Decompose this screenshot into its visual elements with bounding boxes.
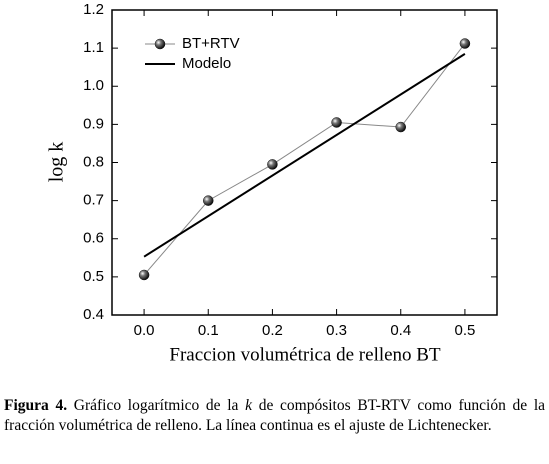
legend-label: Modelo	[182, 55, 231, 72]
x-tick-label: 0.0	[134, 322, 155, 339]
y-axis-label: log k	[46, 142, 68, 183]
caption: Figura 4. Gráfico logarítmico de la k de…	[4, 396, 545, 436]
marker	[138, 269, 150, 281]
plot-frame	[111, 9, 498, 316]
x-tick-label: 0.4	[390, 322, 411, 339]
x-axis-label: Fraccion volumétrica de relleno BT	[169, 344, 441, 365]
series-line	[143, 52, 466, 258]
x-tick-label: 0.5	[454, 322, 475, 339]
marker	[267, 159, 278, 170]
y-tick-label: 0.4	[83, 306, 104, 323]
y-tick-label: 0.9	[83, 115, 104, 132]
y-tick-label: 1.1	[83, 39, 104, 56]
x-tick-label: 0.2	[262, 322, 283, 339]
x-tick-label: 0.1	[198, 322, 219, 339]
y-tick-label: 1.0	[83, 77, 104, 94]
y-tick-label: 0.6	[83, 230, 104, 247]
marker	[395, 121, 406, 133]
marker	[459, 38, 471, 49]
caption-text: Gráfico logarítmico de la	[73, 397, 239, 414]
series-line	[143, 43, 466, 276]
marker	[203, 195, 214, 206]
marker	[331, 117, 342, 128]
y-tick-label: 0.5	[83, 268, 104, 285]
chart: Fraccion volumétrica de relleno BT log k…	[46, 1, 498, 365]
legend-marker	[154, 38, 166, 50]
y-tick-label: 1.2	[83, 1, 104, 18]
legend-label: BT+RTV	[182, 35, 240, 52]
y-tick-label: 0.8	[83, 153, 104, 170]
y-tick-label: 0.7	[83, 192, 104, 209]
caption-label: Figura 4.	[4, 397, 68, 414]
caption-variable: k	[245, 397, 253, 414]
x-tick-label: 0.3	[326, 322, 347, 339]
caption-text: de compósitos BT-RTV como función de la …	[4, 397, 546, 434]
